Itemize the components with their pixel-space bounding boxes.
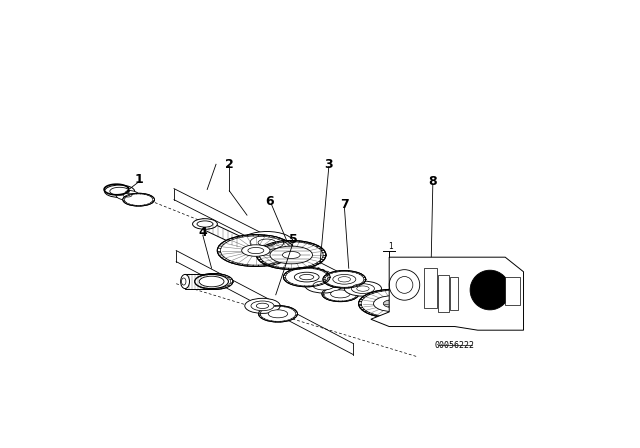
Circle shape	[470, 270, 510, 310]
Ellipse shape	[344, 281, 381, 296]
Ellipse shape	[323, 271, 365, 288]
Ellipse shape	[294, 272, 319, 282]
Text: 5: 5	[289, 233, 298, 246]
Bar	[451, 277, 458, 310]
Ellipse shape	[123, 194, 132, 197]
Bar	[505, 277, 520, 305]
Ellipse shape	[104, 185, 134, 198]
Text: 4: 4	[198, 226, 207, 239]
Ellipse shape	[197, 221, 213, 227]
Ellipse shape	[241, 232, 294, 254]
Text: 1: 1	[134, 173, 143, 186]
Ellipse shape	[195, 275, 228, 289]
Ellipse shape	[250, 236, 284, 250]
Text: 8: 8	[429, 176, 437, 189]
Ellipse shape	[195, 273, 233, 289]
Ellipse shape	[199, 276, 224, 287]
Ellipse shape	[116, 190, 139, 200]
Text: 00056222: 00056222	[435, 341, 475, 350]
Text: 3: 3	[324, 158, 333, 171]
Ellipse shape	[259, 306, 298, 322]
Ellipse shape	[282, 251, 300, 258]
Ellipse shape	[268, 310, 288, 318]
Ellipse shape	[242, 245, 270, 256]
Ellipse shape	[110, 187, 129, 195]
Ellipse shape	[251, 301, 274, 311]
Text: 1: 1	[388, 242, 393, 251]
Ellipse shape	[244, 298, 280, 313]
Ellipse shape	[217, 235, 294, 267]
Polygon shape	[203, 219, 241, 247]
Text: 2: 2	[225, 158, 234, 171]
Ellipse shape	[351, 284, 374, 293]
Ellipse shape	[193, 219, 218, 229]
Ellipse shape	[313, 281, 334, 290]
Ellipse shape	[331, 290, 350, 298]
Ellipse shape	[383, 300, 403, 308]
Ellipse shape	[358, 289, 428, 318]
Ellipse shape	[374, 296, 412, 312]
Ellipse shape	[257, 241, 326, 269]
Ellipse shape	[305, 278, 342, 293]
Text: 7: 7	[340, 198, 349, 211]
Ellipse shape	[322, 286, 359, 302]
Ellipse shape	[180, 275, 189, 289]
Ellipse shape	[333, 275, 356, 284]
Ellipse shape	[284, 267, 330, 287]
Polygon shape	[185, 275, 209, 289]
Ellipse shape	[123, 193, 154, 206]
Bar	[438, 276, 449, 312]
Bar	[424, 268, 436, 308]
Text: 6: 6	[265, 195, 273, 208]
Polygon shape	[371, 257, 524, 330]
Ellipse shape	[270, 246, 312, 264]
